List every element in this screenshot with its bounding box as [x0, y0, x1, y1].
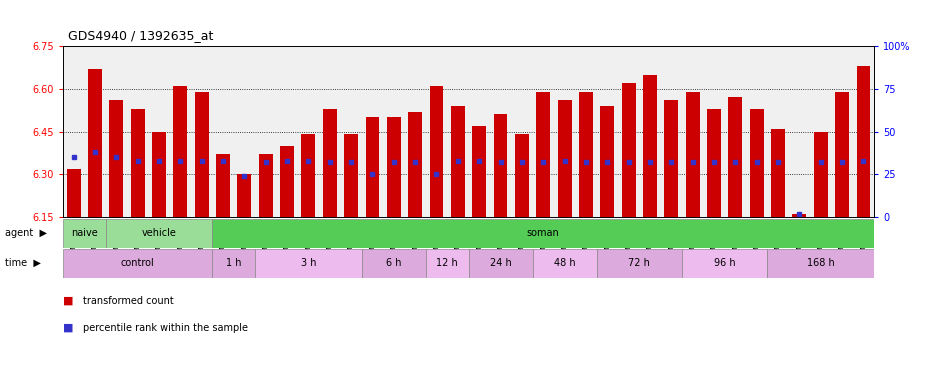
Bar	[707, 109, 721, 217]
Text: 96 h: 96 h	[714, 258, 735, 268]
Text: control: control	[121, 258, 154, 268]
Bar	[685, 92, 699, 217]
Bar	[302, 134, 315, 217]
Bar	[426, 249, 469, 278]
Text: ■: ■	[63, 323, 77, 333]
Bar	[63, 249, 213, 278]
Bar	[835, 92, 849, 217]
Bar	[622, 83, 635, 217]
Text: 6 h: 6 h	[386, 258, 401, 268]
Text: agent  ▶: agent ▶	[5, 228, 46, 238]
Bar	[408, 112, 422, 217]
Text: vehicle: vehicle	[142, 228, 177, 238]
Bar	[515, 134, 529, 217]
Bar	[387, 117, 401, 217]
Bar	[450, 106, 464, 217]
Bar	[109, 100, 123, 217]
Text: 3 h: 3 h	[301, 258, 316, 268]
Text: 72 h: 72 h	[628, 258, 650, 268]
Bar	[105, 219, 213, 248]
Bar	[682, 249, 768, 278]
Text: 168 h: 168 h	[807, 258, 834, 268]
Bar	[323, 109, 337, 217]
Bar	[259, 154, 273, 217]
Bar	[771, 129, 785, 217]
Bar	[857, 66, 870, 217]
Bar	[362, 249, 426, 278]
Bar	[750, 109, 764, 217]
Bar	[664, 100, 678, 217]
Bar	[173, 86, 187, 217]
Bar	[63, 219, 105, 248]
Bar	[643, 74, 657, 217]
Bar	[558, 100, 572, 217]
Bar	[280, 146, 294, 217]
Bar	[768, 249, 874, 278]
Text: 24 h: 24 h	[489, 258, 512, 268]
Bar	[67, 169, 80, 217]
Text: soman: soman	[527, 228, 560, 238]
Bar	[429, 86, 443, 217]
Bar	[213, 219, 874, 248]
Text: ■: ■	[63, 296, 77, 306]
Bar	[152, 132, 166, 217]
Bar	[536, 92, 550, 217]
Bar	[597, 249, 682, 278]
Bar	[88, 69, 102, 217]
Text: 48 h: 48 h	[554, 258, 575, 268]
Bar	[344, 134, 358, 217]
Bar	[728, 98, 742, 217]
Bar	[473, 126, 487, 217]
Bar	[255, 249, 362, 278]
Text: time  ▶: time ▶	[5, 258, 41, 268]
Bar	[195, 92, 209, 217]
Text: percentile rank within the sample: percentile rank within the sample	[83, 323, 248, 333]
Bar	[533, 249, 597, 278]
Bar	[130, 109, 144, 217]
Bar	[494, 114, 508, 217]
Bar	[216, 154, 230, 217]
Bar	[579, 92, 593, 217]
Bar	[600, 106, 614, 217]
Text: naive: naive	[71, 228, 98, 238]
Bar	[238, 174, 252, 217]
Bar	[365, 117, 379, 217]
Bar	[814, 132, 828, 217]
Text: 12 h: 12 h	[437, 258, 458, 268]
Bar	[793, 214, 807, 217]
Text: GDS4940 / 1392635_at: GDS4940 / 1392635_at	[68, 29, 213, 42]
Text: transformed count: transformed count	[83, 296, 174, 306]
Bar	[469, 249, 533, 278]
Text: 1 h: 1 h	[226, 258, 241, 268]
Bar	[213, 249, 255, 278]
